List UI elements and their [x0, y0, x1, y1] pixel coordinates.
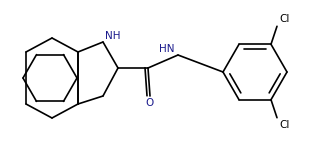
Text: HN: HN [160, 44, 175, 54]
Text: NH: NH [105, 31, 121, 41]
Text: Cl: Cl [279, 120, 289, 130]
Text: O: O [146, 98, 154, 108]
Text: Cl: Cl [279, 14, 289, 24]
